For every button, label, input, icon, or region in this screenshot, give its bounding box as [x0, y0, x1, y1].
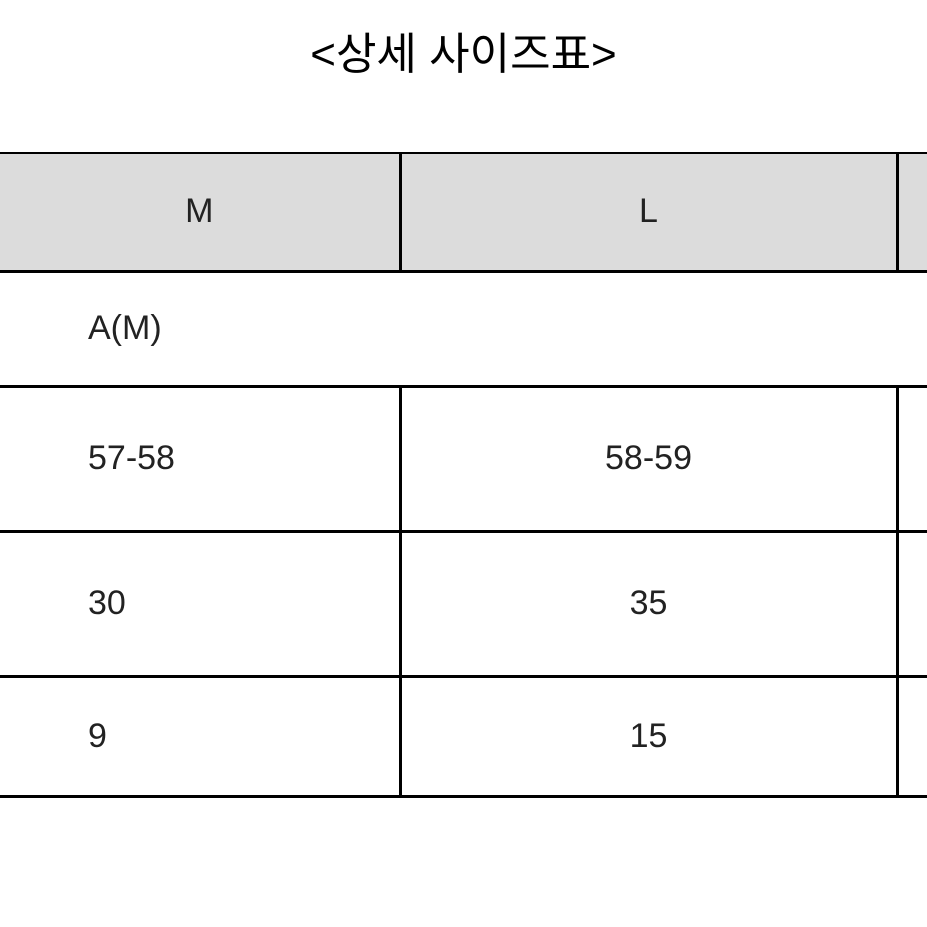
cell-merged-empty: [400, 271, 927, 386]
cell-edge: [897, 676, 927, 796]
column-header-m: M: [0, 153, 400, 271]
cell-m: 30: [0, 531, 400, 676]
cell-edge: [897, 386, 927, 531]
column-header-l: L: [400, 153, 897, 271]
page-title: <상세 사이즈표>: [0, 0, 927, 152]
table-row: A(M): [0, 271, 927, 386]
column-header-edge: [897, 153, 927, 271]
table-row: 30 35: [0, 531, 927, 676]
cell-m: 57-58: [0, 386, 400, 531]
cell-m: 9: [0, 676, 400, 796]
size-table-wrapper: M L A(M) 57-58 58-59 30 35 9 15: [0, 152, 927, 798]
cell-l: 35: [400, 531, 897, 676]
cell-edge: [897, 531, 927, 676]
cell-label-am: A(M): [0, 271, 400, 386]
cell-l: 58-59: [400, 386, 897, 531]
cell-l: 15: [400, 676, 897, 796]
table-row: 9 15: [0, 676, 927, 796]
table-row: 57-58 58-59: [0, 386, 927, 531]
size-table: M L A(M) 57-58 58-59 30 35 9 15: [0, 152, 927, 798]
table-header-row: M L: [0, 153, 927, 271]
